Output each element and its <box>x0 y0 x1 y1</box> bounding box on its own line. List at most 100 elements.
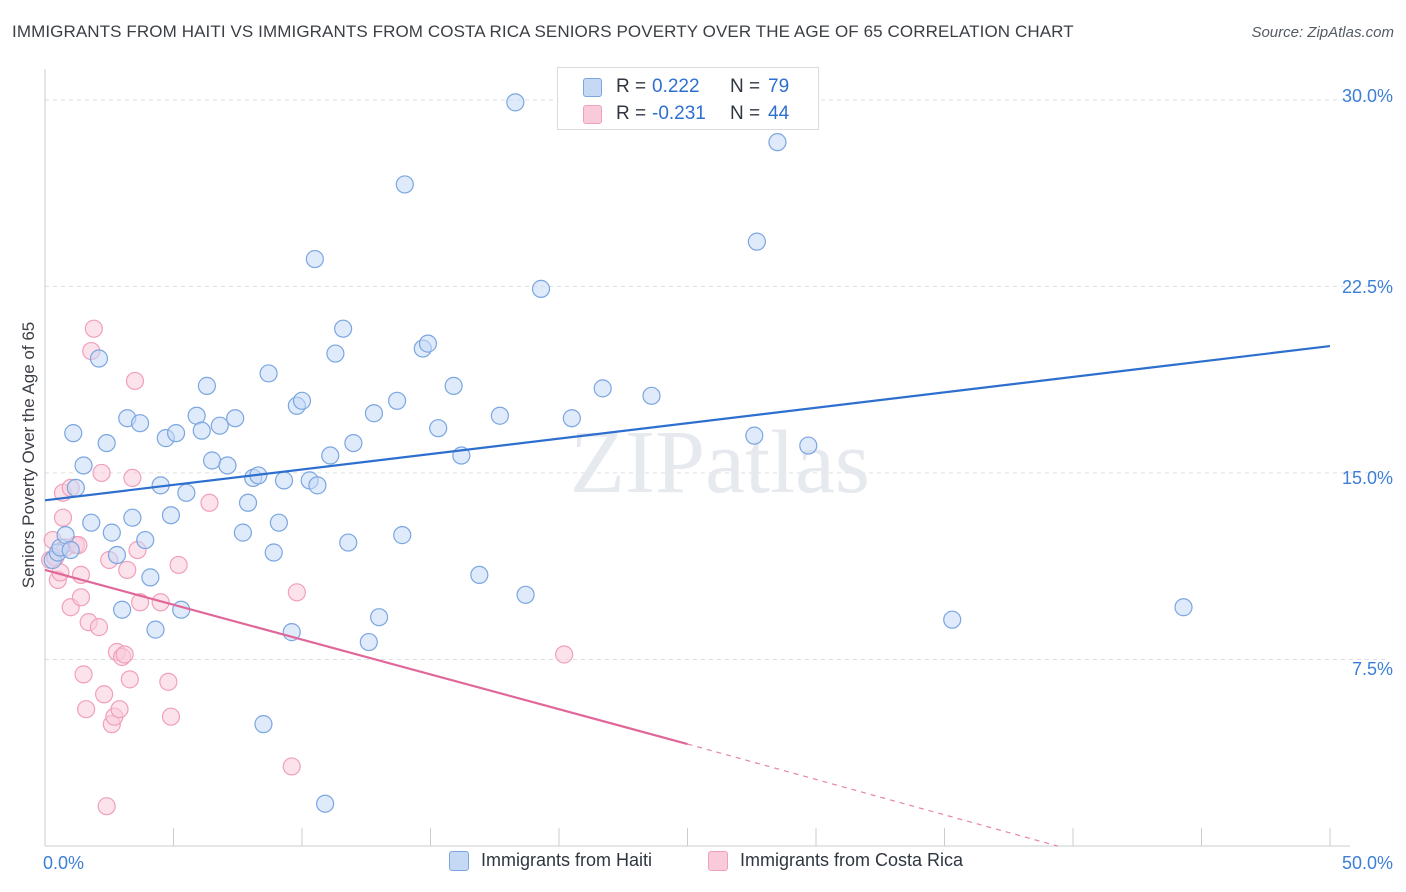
r-value: 0.222 <box>652 76 700 97</box>
haiti-point <box>470 565 489 585</box>
costa-rica-point <box>77 700 96 719</box>
haiti-point <box>66 478 85 497</box>
haiti-point <box>326 344 345 363</box>
haiti-point <box>292 391 312 410</box>
costa-rica-point <box>159 672 178 691</box>
haiti-point <box>444 376 463 395</box>
chart-title: IMMIGRANTS FROM HAITI VS IMMIGRANTS FROM… <box>12 22 1074 41</box>
haiti-point <box>123 508 142 527</box>
trend-lines <box>44 345 1331 847</box>
haiti-point <box>799 436 818 455</box>
legend-row-costa-rica: R = -0.231 N = 44 <box>583 101 789 127</box>
haiti-point <box>107 545 127 565</box>
haiti-point <box>642 386 661 405</box>
haiti-point <box>161 506 181 525</box>
haiti-point <box>1174 598 1193 617</box>
r-label: R = <box>616 76 647 97</box>
r-value: -0.231 <box>652 103 706 124</box>
haiti-point <box>146 620 165 639</box>
haiti-point <box>747 232 766 251</box>
haiti-point <box>418 334 438 353</box>
costa-rica-trend-extension <box>687 743 1058 847</box>
haiti-point <box>202 451 222 470</box>
series-legend: Immigrants from Haiti Immigrants from Co… <box>0 850 1406 878</box>
costa-rica-point <box>125 371 145 391</box>
y-tick-label: 30.0% <box>1341 86 1393 106</box>
haiti-point <box>102 523 121 542</box>
x-tick-label-max: 50.0% <box>1341 853 1393 873</box>
haiti-point <box>364 404 384 423</box>
axes <box>44 69 1350 847</box>
haiti-point <box>269 513 288 532</box>
costa-rica-point <box>92 463 111 483</box>
costa-rica-point <box>74 665 93 684</box>
haiti-point <box>339 533 358 552</box>
watermark: ZIPatlas <box>570 413 870 512</box>
haiti-point <box>943 610 962 629</box>
costa-rica-point <box>84 319 103 338</box>
haiti-point <box>593 379 612 398</box>
haiti-point <box>172 600 191 619</box>
haiti-point <box>562 409 581 428</box>
costa-rica-point <box>169 555 188 575</box>
haiti-point <box>745 426 764 445</box>
legend-item-costa-rica[interactable]: Immigrants from Costa Rica <box>708 850 963 871</box>
costa-rica-point <box>130 593 150 612</box>
haiti-point <box>233 523 252 542</box>
n-value: 44 <box>768 103 790 124</box>
haiti-swatch <box>449 850 469 871</box>
costa-rica-point <box>110 700 129 719</box>
haiti-point <box>82 513 101 532</box>
costa-rica-point <box>53 508 73 527</box>
haiti-point <box>177 483 196 502</box>
costa-rica-swatch <box>583 104 602 124</box>
haiti-point <box>393 526 412 545</box>
haiti-point <box>387 391 407 410</box>
costa-rica-point <box>123 468 142 488</box>
costa-rica-point <box>71 588 91 607</box>
costa-rica-point <box>115 645 134 664</box>
haiti-point <box>197 376 217 395</box>
y-tick-label: 22.5% <box>1341 277 1393 297</box>
correlation-legend: R = 0.222 N = 79 R = -0.231 N = 44 <box>557 67 819 130</box>
costa-rica-point <box>95 685 114 704</box>
costa-rica-point <box>287 583 306 602</box>
haiti-point <box>141 568 160 587</box>
haiti-point <box>166 424 186 443</box>
haiti-point <box>226 409 245 428</box>
haiti-point <box>74 456 93 475</box>
y-tick-label: 7.5% <box>1351 659 1393 679</box>
legend-item-label: Immigrants from Haiti <box>481 850 653 870</box>
haiti-point <box>305 249 324 269</box>
haiti-point <box>238 493 258 512</box>
haiti-point <box>316 794 335 813</box>
haiti-point <box>395 175 414 194</box>
haiti-point <box>344 433 363 453</box>
haiti-point <box>308 476 327 495</box>
costa-rica-point <box>555 645 574 664</box>
haiti-points <box>43 93 1193 813</box>
haiti-point <box>264 543 283 562</box>
haiti-point <box>506 93 525 112</box>
haiti-point <box>516 585 535 604</box>
haiti-point <box>89 349 109 368</box>
legend-item-haiti[interactable]: Immigrants from Haiti <box>449 850 652 871</box>
haiti-point <box>97 433 116 453</box>
haiti-point <box>768 133 787 152</box>
haiti-point <box>210 416 229 435</box>
haiti-point <box>192 421 211 440</box>
legend-row-haiti: R = 0.222 N = 79 <box>583 74 789 100</box>
n-value: 79 <box>768 76 790 97</box>
n-label: N = <box>730 76 761 97</box>
y-tick-label: 15.0% <box>1341 468 1393 488</box>
legend-item-label: Immigrants from Costa Rica <box>740 850 964 870</box>
haiti-point <box>112 600 132 619</box>
costa-rica-point <box>120 670 139 689</box>
costa-rica-point <box>161 707 181 726</box>
costa-rica-trend-line <box>44 568 688 746</box>
haiti-point <box>531 279 551 298</box>
costa-rica-point <box>89 618 109 637</box>
haiti-point <box>490 406 509 425</box>
x-tick-label-min: 0.0% <box>43 853 85 873</box>
